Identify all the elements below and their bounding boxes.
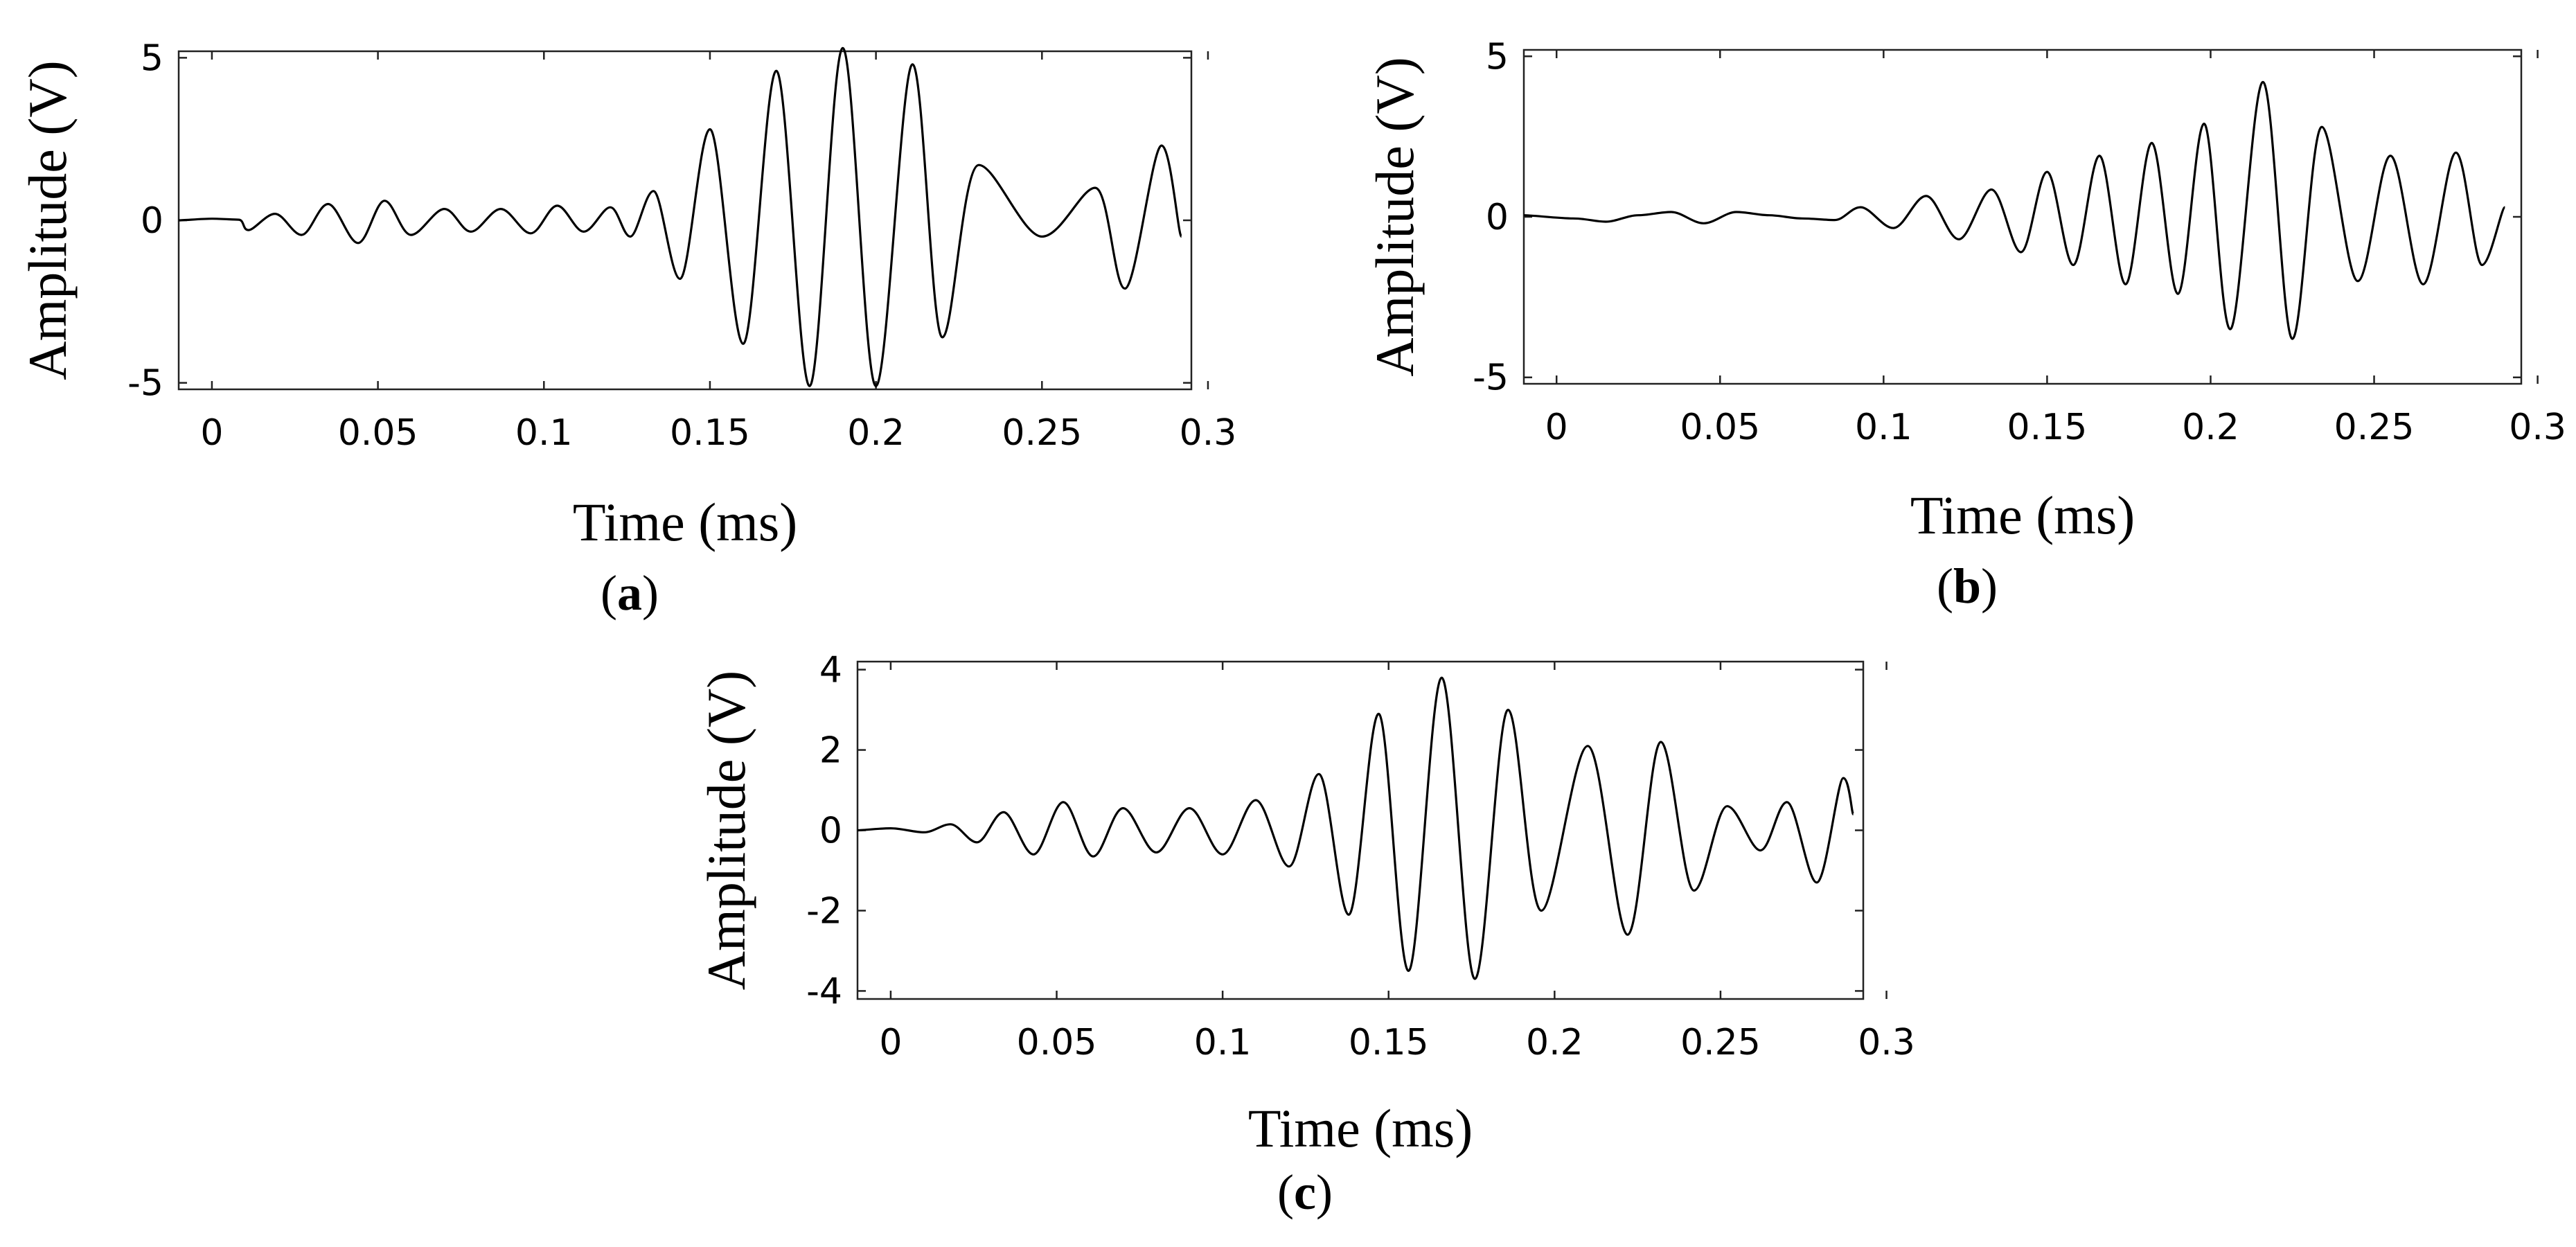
panel-label: (c) bbox=[1277, 1165, 1333, 1220]
y-tick-label: -4 bbox=[806, 971, 842, 1012]
x-tick-label: 0.1 bbox=[1194, 1022, 1252, 1063]
x-tick-label: 0.15 bbox=[1349, 1022, 1429, 1063]
x-axis-label: Time (ms) bbox=[1910, 485, 2135, 545]
x-tick-label: 0.25 bbox=[2334, 407, 2415, 448]
panel-c: 0 0.05 0.1 0.15 0.2 0.25 0.3 -4 -2 0 2 4 Time (ms) Am… bbox=[696, 650, 1915, 1220]
x-tick-label: 0.15 bbox=[2007, 407, 2088, 448]
y-tick-label: -5 bbox=[1473, 357, 1509, 399]
panel-label-paren: ( bbox=[1277, 1165, 1294, 1220]
panel-label-paren: ) bbox=[642, 565, 659, 621]
panel-label-paren: ) bbox=[1316, 1165, 1333, 1220]
x-tick-label: 0.2 bbox=[1526, 1022, 1583, 1063]
y-axis-label: Amplitude (V) bbox=[17, 60, 78, 380]
panel-label-letter: c bbox=[1294, 1165, 1316, 1220]
panel-label-paren: ( bbox=[1937, 558, 1953, 614]
x-tick-label: 0 bbox=[1545, 407, 1568, 448]
y-tick-label: 0 bbox=[141, 200, 163, 242]
x-tick-label: 0.3 bbox=[1858, 1022, 1915, 1063]
x-tick-label: 0.05 bbox=[1017, 1022, 1097, 1063]
x-tick-label: 0.3 bbox=[2509, 407, 2566, 448]
panel-b: 0 0.05 0.1 0.15 0.2 0.25 0.3 -5 0 5 Time (ms) Ampli… bbox=[1365, 36, 2566, 614]
panel-label-paren: ( bbox=[601, 565, 617, 621]
x-axis-label: Time (ms) bbox=[1248, 1098, 1473, 1158]
y-tick-label: 0 bbox=[1486, 197, 1509, 238]
x-tick-label: 0.2 bbox=[847, 412, 905, 454]
x-tick-label: 0.25 bbox=[1002, 412, 1082, 454]
x-tick-label: 0.15 bbox=[670, 412, 750, 454]
y-tick-label: 5 bbox=[141, 37, 163, 79]
axes-frame bbox=[856, 660, 1865, 1000]
x-tick-label: 0 bbox=[879, 1022, 902, 1063]
y-tick-label: 0 bbox=[819, 811, 842, 852]
y-tick-label: 5 bbox=[1486, 36, 1509, 78]
series-line-waveform bbox=[857, 676, 1855, 980]
panel-label-letter: b bbox=[1953, 558, 1981, 614]
y-tick-label: 4 bbox=[819, 650, 842, 691]
panel-label: (b) bbox=[1937, 558, 1998, 614]
x-tick-label: 0.2 bbox=[2182, 407, 2239, 448]
y-axis-label: Amplitude (V) bbox=[696, 671, 756, 990]
y-tick-label: 2 bbox=[819, 730, 842, 772]
y-tick-label: -5 bbox=[127, 363, 163, 405]
x-tick-label: 0.25 bbox=[1680, 1022, 1761, 1063]
x-tick-label: 0.1 bbox=[515, 412, 573, 454]
panel-label-letter: a bbox=[617, 565, 642, 621]
panel-a: 0 0.05 0.1 0.15 0.2 0.25 0.3 -5 0 5 Time (ms) Ampli… bbox=[17, 37, 1236, 621]
x-tick-label: 0.1 bbox=[1855, 407, 1912, 448]
y-axis-label: Amplitude (V) bbox=[1365, 57, 1425, 376]
x-tick-label: 0.05 bbox=[1680, 407, 1760, 448]
axes-frame bbox=[1522, 48, 2523, 385]
axes-frame bbox=[177, 50, 1193, 391]
y-tick-label: -2 bbox=[806, 890, 842, 932]
series-line-waveform bbox=[1523, 80, 2506, 340]
series-line-waveform bbox=[178, 46, 1183, 387]
x-axis-label: Time (ms) bbox=[573, 492, 797, 552]
panel-label-paren: ) bbox=[1981, 558, 1998, 614]
x-tick-label: 0.05 bbox=[338, 412, 418, 454]
panel-label: (a) bbox=[601, 565, 659, 621]
x-tick-label: 0 bbox=[200, 412, 223, 454]
x-tick-label: 0.3 bbox=[1180, 412, 1237, 454]
